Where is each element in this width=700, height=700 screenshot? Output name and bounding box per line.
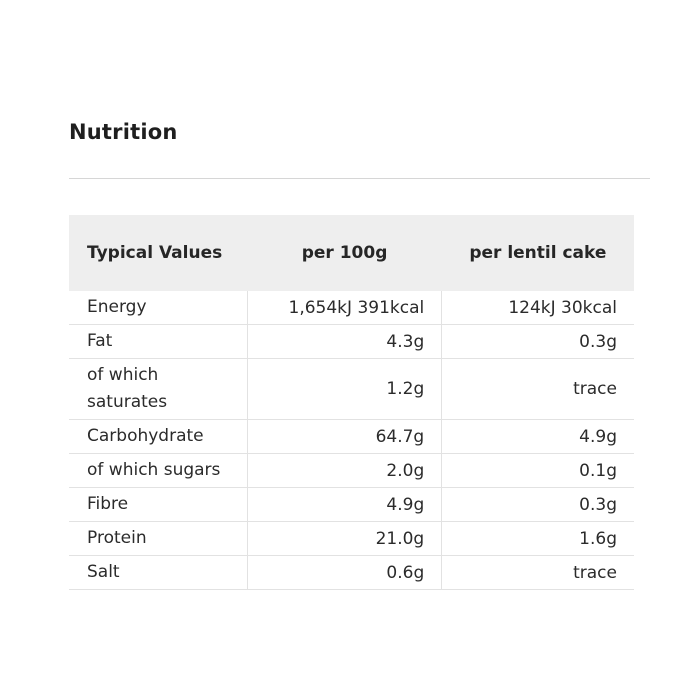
- row-label: Carbohydrate: [69, 419, 248, 454]
- nutrition-table: Typical Values per 100g per lentil cake …: [69, 215, 634, 590]
- header-typical-values: Typical Values: [69, 215, 248, 291]
- row-label: of which sugars: [69, 453, 248, 488]
- value-per-cake: 0.3g: [441, 324, 634, 359]
- table-row: Protein 21.0g 1.6g: [69, 521, 634, 556]
- value-per-cake: 0.3g: [441, 487, 634, 522]
- row-label: of which saturates: [69, 358, 248, 420]
- value-per-100g: 1,654kJ 391kcal: [247, 291, 443, 325]
- row-label: Protein: [69, 521, 248, 556]
- value-per-cake: 1.6g: [441, 521, 634, 556]
- nutrition-title: Nutrition: [69, 120, 178, 144]
- table-row: Fat 4.3g 0.3g: [69, 324, 634, 359]
- title-divider: [69, 178, 650, 179]
- table-row: Energy 1,654kJ 391kcal 124kJ 30kcal: [69, 291, 634, 325]
- table-row: of which saturates 1.2g trace: [69, 358, 634, 420]
- table-row: of which sugars 2.0g 0.1g: [69, 453, 634, 488]
- header-per-lentil-cake: per lentil cake: [441, 215, 634, 291]
- header-per-100g: per 100g: [247, 215, 442, 291]
- row-label: Fibre: [69, 487, 248, 522]
- value-per-100g: 2.0g: [247, 453, 443, 488]
- value-per-100g: 64.7g: [247, 419, 443, 454]
- value-per-cake: 124kJ 30kcal: [441, 291, 634, 325]
- table-header-row: Typical Values per 100g per lentil cake: [69, 215, 634, 291]
- value-per-cake: trace: [441, 358, 634, 420]
- value-per-100g: 0.6g: [247, 555, 443, 590]
- row-label: Fat: [69, 324, 248, 359]
- row-label: Energy: [69, 291, 248, 325]
- table-row: Fibre 4.9g 0.3g: [69, 487, 634, 522]
- value-per-100g: 4.3g: [247, 324, 443, 359]
- table-row: Carbohydrate 64.7g 4.9g: [69, 419, 634, 454]
- value-per-100g: 21.0g: [247, 521, 443, 556]
- value-per-cake: trace: [441, 555, 634, 590]
- row-label: Salt: [69, 555, 248, 590]
- value-per-cake: 4.9g: [441, 419, 634, 454]
- value-per-100g: 1.2g: [247, 358, 443, 420]
- table-row: Salt 0.6g trace: [69, 555, 634, 590]
- value-per-100g: 4.9g: [247, 487, 443, 522]
- value-per-cake: 0.1g: [441, 453, 634, 488]
